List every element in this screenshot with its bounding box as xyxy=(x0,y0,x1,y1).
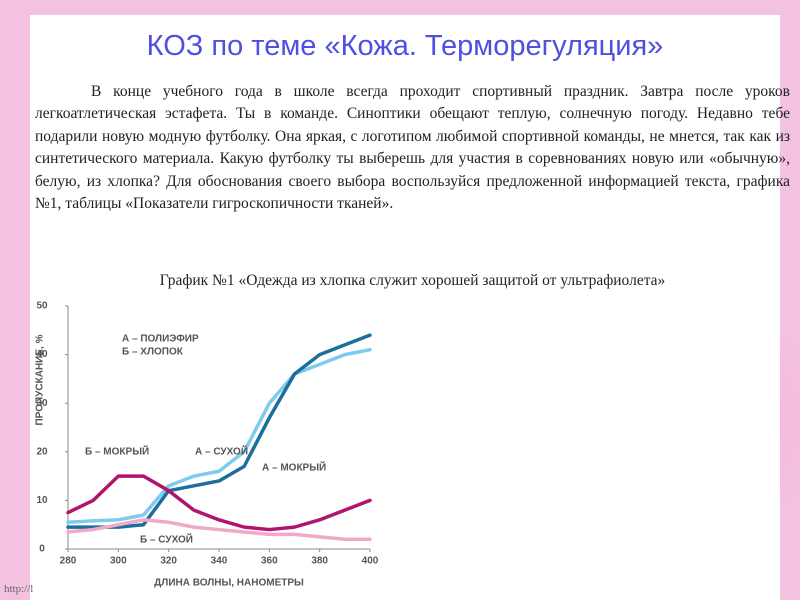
series-label: А – СУХОЙ xyxy=(195,445,248,458)
series-label: Б – СУХОЙ xyxy=(140,533,193,546)
x-tick-label: 400 xyxy=(362,556,379,567)
footer-url: http://l xyxy=(4,583,34,595)
x-tick-label: 340 xyxy=(211,556,228,567)
y-tick-label: 30 xyxy=(36,398,48,409)
x-tick-label: 300 xyxy=(110,556,127,567)
x-tick-label: 360 xyxy=(261,556,278,567)
x-axis-label: ДЛИНА ВОЛНЫ, НАНОМЕТРЫ xyxy=(154,578,304,589)
task-text: В конце учебного года в школе всегда про… xyxy=(35,83,790,213)
x-tick-label: 380 xyxy=(311,556,328,567)
annotation: Б – ХЛОПОК xyxy=(122,347,184,358)
line-series xyxy=(66,347,372,525)
y-tick-label: 50 xyxy=(36,301,48,312)
y-tick-label: 10 xyxy=(36,495,48,506)
y-tick-label: 40 xyxy=(36,349,48,360)
chart-caption: График №1 «Одежда из хлопка служит хорош… xyxy=(159,272,666,289)
series-label: Б – МОКРЫЙ xyxy=(85,445,149,458)
y-tick-label: 0 xyxy=(39,544,45,555)
x-tick-label: 280 xyxy=(60,556,77,567)
line-series xyxy=(66,474,372,532)
x-tick-label: 320 xyxy=(160,556,177,567)
y-tick-label: 20 xyxy=(36,446,48,457)
annotation: А – ПОЛИЭФИР xyxy=(122,334,199,345)
series-label: А – МОКРЫЙ xyxy=(262,461,326,474)
line-series xyxy=(66,518,372,542)
y-axis-label: ПРОПУСКАНИЕ, % xyxy=(35,334,46,425)
line-series xyxy=(66,333,372,529)
slide-title: КОЗ по теме «Кожа. Терморегуляция» xyxy=(146,30,664,62)
